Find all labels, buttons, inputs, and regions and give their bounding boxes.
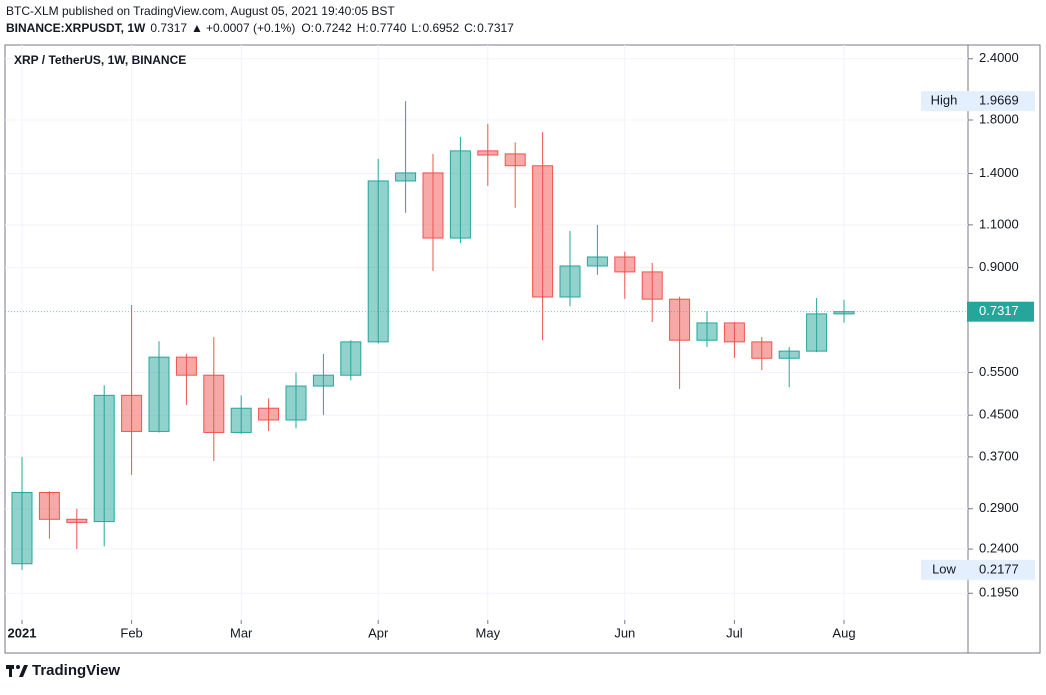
y-tick-label: 0.9000 xyxy=(979,259,1019,274)
candle-body xyxy=(477,150,499,156)
last-price-tag xyxy=(967,301,1034,322)
x-tick-label: 2021 xyxy=(8,625,37,640)
candle-body xyxy=(121,394,143,432)
ohlc-label: C: xyxy=(464,21,476,35)
candle-body xyxy=(614,256,636,273)
last-price: 0.7317 xyxy=(150,21,187,35)
x-tick-label: Feb xyxy=(120,625,142,640)
candle-body xyxy=(586,256,608,267)
candle-body xyxy=(285,385,307,421)
candle-body xyxy=(751,341,773,359)
high-marker xyxy=(921,91,1035,112)
candle-body xyxy=(778,350,800,359)
marker-label: Low xyxy=(932,561,956,576)
change-arrow: ▲ xyxy=(191,21,203,35)
y-tick-label: 1.8000 xyxy=(979,111,1019,126)
x-tick-label: Mar xyxy=(230,625,253,640)
candles xyxy=(11,101,855,570)
candle-body xyxy=(230,407,252,433)
x-tick-label: May xyxy=(476,625,501,640)
x-tick-label: Apr xyxy=(368,625,389,640)
candle-body xyxy=(11,492,33,565)
y-tick-label: 0.5500 xyxy=(979,364,1019,379)
candle-body xyxy=(669,298,691,341)
symbol: BINANCE:XRPUSDT, 1W xyxy=(6,21,146,35)
y-tick-label: 0.3700 xyxy=(979,448,1019,463)
y-tick-label: 0.2400 xyxy=(979,540,1019,555)
ohlc-label: L: xyxy=(411,21,421,35)
candle-body xyxy=(340,341,362,376)
y-tick-label: 1.1000 xyxy=(979,216,1019,231)
candle-body xyxy=(66,518,88,523)
candle-body xyxy=(312,374,334,387)
candle-body xyxy=(367,180,389,343)
change: +0.0007 (+0.1%) xyxy=(206,21,295,35)
candle-body xyxy=(559,265,581,298)
marker-value: 0.2177 xyxy=(979,561,1019,576)
y-tick-label: 0.2900 xyxy=(979,500,1019,515)
candle-body xyxy=(38,492,60,520)
chart-title: XRP / TetherUS, 1W, BINANCE xyxy=(14,53,186,67)
candle-body xyxy=(806,313,828,352)
logo-icon xyxy=(16,665,20,669)
ohlc-value: 0.7317 xyxy=(477,21,514,35)
candle-body xyxy=(203,374,225,433)
candle-body xyxy=(422,172,444,239)
candle-body xyxy=(833,311,855,315)
marker-label: High xyxy=(931,93,958,108)
symbol-line: BINANCE:XRPUSDT, 1W 0.7317 ▲ +0.0007 (+0.1%… xyxy=(6,21,514,35)
candle-body xyxy=(532,165,554,298)
candle-body xyxy=(93,394,115,523)
ohlc-value: 0.7740 xyxy=(370,21,407,35)
candle-body xyxy=(175,356,197,376)
logo-icon xyxy=(6,665,14,669)
candle-body xyxy=(504,153,526,167)
logo-icon xyxy=(9,669,12,677)
y-tick-label: 0.1950 xyxy=(979,585,1019,600)
candle-body xyxy=(148,356,170,432)
y-tick-label: 2.4000 xyxy=(979,50,1019,65)
last-price-value: 0.7317 xyxy=(979,303,1019,318)
x-tick-label: Jul xyxy=(726,625,743,640)
low-marker xyxy=(921,559,1035,580)
candle-body xyxy=(641,271,663,300)
logo-icon xyxy=(19,665,28,677)
ohlc-label: O: xyxy=(301,21,314,35)
marker-value: 1.9669 xyxy=(979,93,1019,108)
chart-frame xyxy=(4,44,1041,654)
logo-text: TradingView xyxy=(32,662,120,679)
candle-body xyxy=(258,407,280,421)
published-line: BTC-XLM published on TradingView.com, Au… xyxy=(6,4,395,18)
ohlc-label: H: xyxy=(357,21,369,35)
candle-body xyxy=(696,322,718,341)
y-tick-label: 1.4000 xyxy=(979,165,1019,180)
x-tick-label: Jun xyxy=(614,625,635,640)
candle-body xyxy=(449,150,471,239)
candle-body xyxy=(395,172,417,182)
ohlc-value: 0.7242 xyxy=(315,21,352,35)
y-tick-label: 0.4500 xyxy=(979,407,1019,422)
candle-body xyxy=(723,322,745,343)
logo: TradingView xyxy=(6,662,120,679)
axes: 0.1950 0.2400 0.2900 0.3700 0.4500 0.5500 0.90… xyxy=(5,50,1035,640)
ohlc-value: 0.6952 xyxy=(422,21,459,35)
x-tick-label: Aug xyxy=(832,625,855,640)
